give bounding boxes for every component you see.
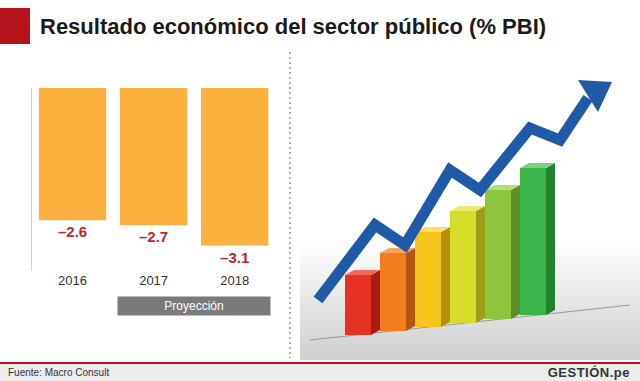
svg-text:2016: 2016 [58, 273, 87, 288]
svg-text:–2.6: –2.6 [58, 223, 87, 240]
svg-text:Resultado económico del sector: Resultado económico del sector público (… [40, 14, 546, 39]
svg-text:–2.7: –2.7 [139, 228, 168, 245]
html-text:Fuente: Macro Consult: Fuente: Macro Consult [8, 367, 110, 378]
svg-text:Proyección: Proyección [164, 299, 223, 313]
svg-text:2018: 2018 [220, 273, 249, 288]
svg-text:2017: 2017 [139, 273, 168, 288]
svg-text:–3.1: –3.1 [220, 249, 249, 266]
html-text:GESTIÓN.pe: GESTIÓN.pe [547, 365, 630, 380]
